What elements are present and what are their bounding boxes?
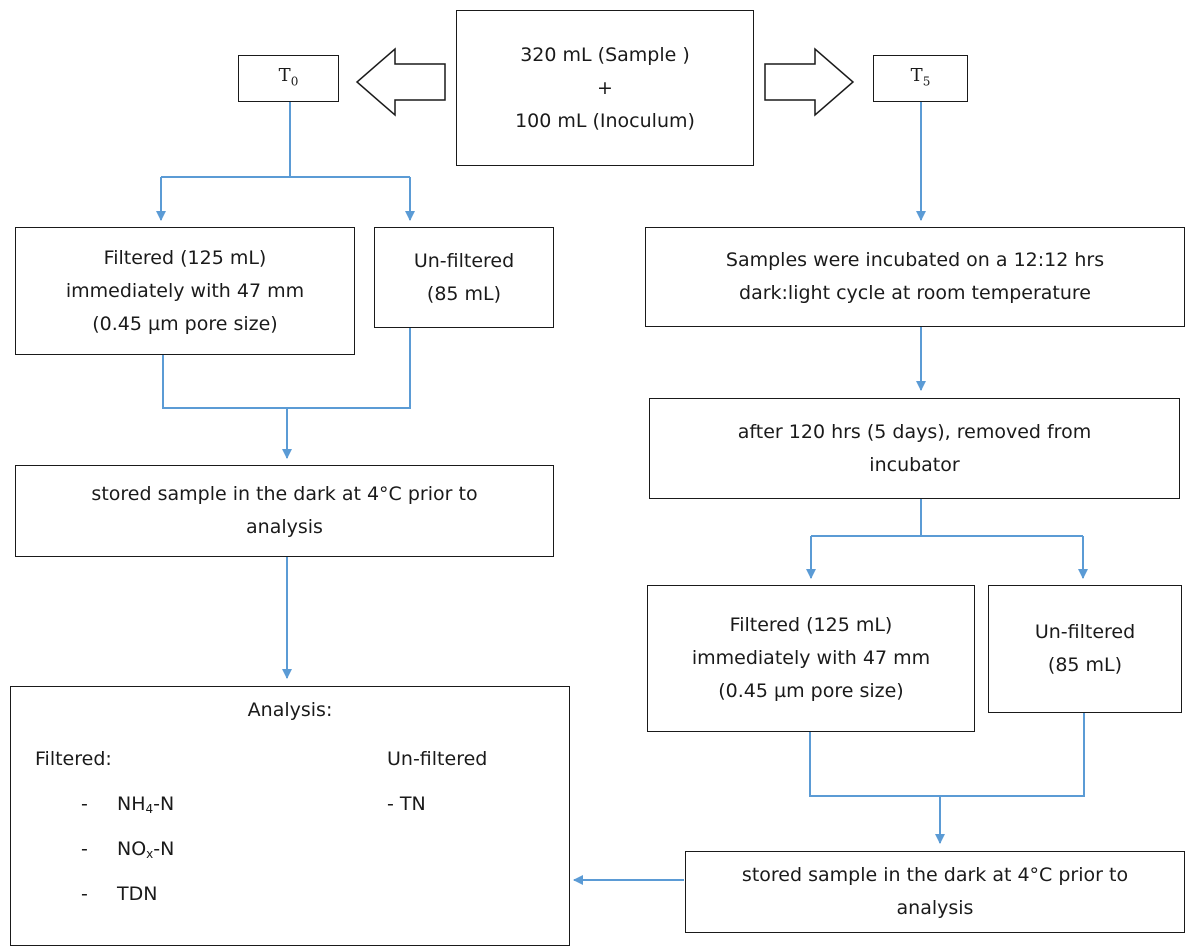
connector-after-split [811,498,1083,537]
t5-label: T5 [911,59,931,99]
nh4-tail: -N [153,793,175,815]
t0-subscript: 0 [290,74,299,89]
right-filtered-line-1: Filtered (125 mL) [729,614,893,636]
inoculum-volume-text: 100 mL (Inoculum) [515,109,695,132]
nh4-main: NH [117,793,146,815]
t5-box: T5 [873,55,968,102]
analyte-tn: - TN [387,793,426,815]
left-unfiltered-line-2: (85 mL) [426,282,502,305]
right-filtered-line-3: (0.45 µm pore size) [718,680,904,702]
right-stored-line-2: analysis [896,897,974,919]
nox-tail: -N [153,838,175,860]
left-filtered-line-2: immediately with 47 mm [65,279,305,302]
analysis-title: Analysis: [247,699,333,721]
t5-subscript: 5 [922,74,931,89]
plus-sign: + [597,76,613,99]
left-unfiltered-box: Un-filtered (85 mL) [374,227,554,328]
t0-letter: T [278,64,291,86]
right-unfiltered-box: Un-filtered (85 mL) [988,585,1182,713]
nox-subscript: x [146,847,154,861]
after-line-1: after 120 hrs (5 days), removed from [737,420,1092,443]
sample-volume-text: 320 mL (Sample ) [520,43,690,66]
left-stored-line-2: analysis [246,516,323,538]
t5-letter: T [910,64,923,86]
t0-box: T0 [238,55,339,102]
left-filtered-line-1: Filtered (125 mL) [103,246,267,269]
incubated-box: Samples were incubated on a 12:12 hrs da… [645,227,1185,327]
right-filtered-line-2: immediately with 47 mm [691,647,931,669]
analysis-box: Analysis: Filtered: Un-filtered - NH4-N … [10,686,570,946]
after-line-2: incubator [869,453,960,476]
left-filtered-box: Filtered (125 mL) immediately with 47 mm… [15,227,355,355]
left-stored-line-1: stored sample in the dark at 4°C prior t… [91,483,478,505]
hollow-arrow-right-icon [764,47,855,117]
left-stored-box: stored sample in the dark at 4°C prior t… [15,465,554,557]
incubated-line-2: dark:light cycle at room temperature [739,282,1091,304]
right-unfiltered-line-2: (85 mL) [1047,654,1123,676]
filtered-heading: Filtered: [35,748,112,770]
incubated-line-1: Samples were incubated on a 12:12 hrs [725,249,1105,271]
right-unfiltered-line-1: Un-filtered [1034,621,1136,643]
right-stored-box: stored sample in the dark at 4°C prior t… [685,851,1185,933]
connector-t0-split [161,101,410,178]
bullet-dash-2: - [81,838,88,860]
analyte-nox-n: NOx-N [117,835,174,868]
left-unfiltered-line-1: Un-filtered [413,249,515,272]
t0-label: T0 [279,59,299,99]
sample-inoculum-box: 320 mL (Sample ) + 100 mL (Inoculum) [456,10,754,166]
nh4-subscript: 4 [145,802,154,816]
right-filtered-box: Filtered (125 mL) immediately with 47 mm… [647,585,975,732]
hollow-arrow-left-icon [355,47,446,117]
analyte-tdn: TDN [117,883,158,905]
bullet-dash-1: - [81,793,88,815]
connector-right-merge [809,712,1085,797]
nox-main: NO [117,838,147,860]
analyte-nh4-n: NH4-N [117,790,174,823]
after-120hrs-box: after 120 hrs (5 days), removed from inc… [649,398,1180,499]
right-stored-line-1: stored sample in the dark at 4°C prior t… [741,864,1129,886]
unfiltered-heading: Un-filtered [387,748,488,770]
bullet-dash-3: - [81,883,88,905]
left-filtered-line-3: (0.45 µm pore size) [92,312,278,335]
